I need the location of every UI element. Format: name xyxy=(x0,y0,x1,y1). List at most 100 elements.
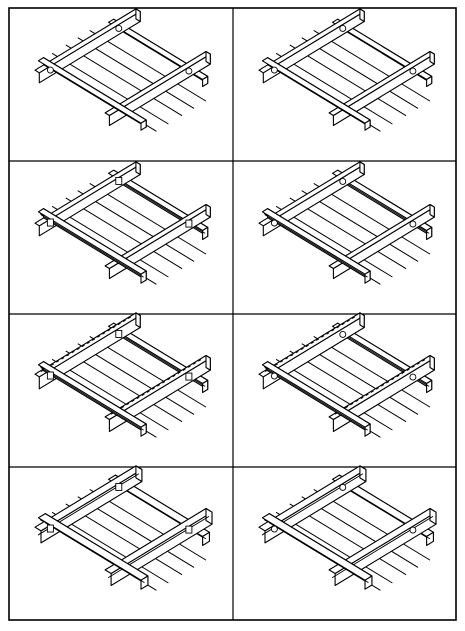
main-bearer-near-end xyxy=(140,575,149,590)
cross-bearer-back-slot xyxy=(305,344,309,348)
support-rod-5 xyxy=(313,335,431,408)
cross-bearer-front-slot xyxy=(345,406,349,409)
panel-2 xyxy=(258,8,435,132)
clip-front-near xyxy=(339,483,347,491)
main-bearer-far-end xyxy=(426,226,433,241)
cross-bearer-front-side xyxy=(332,53,435,127)
cross-bearer-back-side xyxy=(38,10,141,84)
support-rod-5 xyxy=(313,182,431,255)
cross-bearer-front-slot xyxy=(121,406,125,409)
cross-bearer-back-side xyxy=(262,163,365,237)
cross-bearer-front-slot xyxy=(136,396,140,400)
clip-back-near xyxy=(46,524,54,533)
main-bearer-far-end xyxy=(202,379,209,394)
cross-bearer-front-slot xyxy=(381,384,385,387)
cross-bearer-back-side xyxy=(262,10,365,84)
clip-back-near xyxy=(270,372,278,380)
cross-bearer-front-slot xyxy=(350,402,354,406)
cross-bearer-back-slot xyxy=(275,363,279,366)
cross-bearer-front-end xyxy=(205,354,211,371)
support-rod-3 xyxy=(289,44,407,117)
cross-bearer-back-slot xyxy=(326,332,330,335)
panel-6 xyxy=(258,312,435,438)
cross-bearer-back-slot xyxy=(346,319,350,323)
cross-bearer-front-slot xyxy=(396,374,400,378)
cross-bearer-back-slot xyxy=(316,338,320,341)
cross-bearer-back-slot xyxy=(102,332,106,335)
clip-front-far xyxy=(409,526,417,534)
clip-back-near xyxy=(46,371,54,380)
cross-bearer-back-slot xyxy=(86,341,90,344)
main-bearer-far-end xyxy=(202,75,209,88)
cross-bearer-front-slot xyxy=(365,393,369,396)
cross-bearer-back-slot xyxy=(341,322,345,326)
cross-bearer-back-end xyxy=(359,8,365,23)
clip-front-far xyxy=(409,373,417,381)
support-rod-2 xyxy=(51,52,169,125)
cross-bearer-front-side xyxy=(108,357,211,433)
cross-bearer-front-end xyxy=(429,50,435,65)
support-rod-4 xyxy=(301,190,419,262)
clip-front-far xyxy=(409,67,417,75)
cross-bearer-front-end xyxy=(205,203,211,218)
cross-bearer-back-slot xyxy=(127,316,131,319)
cross-bearer-front-slot xyxy=(411,365,415,368)
clip-front-far xyxy=(185,525,193,534)
support-rod-2 xyxy=(275,205,393,278)
support-rod-3 xyxy=(289,350,407,423)
clip-back-near xyxy=(270,219,278,227)
cross-bearer-front-slot xyxy=(162,381,166,384)
cross-bearer-back-slot xyxy=(112,326,116,329)
main-bearer-near-end xyxy=(140,270,147,284)
cross-bearer-front-slot xyxy=(177,371,181,375)
cross-bearer-front-slot xyxy=(401,371,405,375)
clip-back-near xyxy=(270,525,278,533)
cross-bearer-front-slot xyxy=(422,359,426,362)
main-bearer-near-top xyxy=(37,361,147,428)
cross-bearer-back-slot xyxy=(285,357,289,360)
cross-bearer-back-end xyxy=(135,312,141,329)
support-rod-4 xyxy=(77,343,195,415)
support-rod-2 xyxy=(51,358,169,431)
clip-back-near xyxy=(270,66,278,74)
cross-bearer-front-side xyxy=(108,53,211,127)
panel-1 xyxy=(34,8,211,132)
support-rod-2 xyxy=(51,205,169,278)
cross-bearer-back-slot xyxy=(300,347,304,351)
main-bearer-near-top xyxy=(261,361,371,428)
cross-bearer-back-end xyxy=(359,161,365,176)
cross-bearer-back-slot xyxy=(71,350,75,354)
cross-bearer-back-end xyxy=(135,8,141,23)
cross-bearer-back-slot xyxy=(76,347,80,351)
cross-bearer-back-slot xyxy=(290,354,294,357)
support-rod-3 xyxy=(65,350,183,423)
support-rod-5 xyxy=(89,335,207,408)
cross-bearer-front-side xyxy=(332,206,435,280)
cross-bearer-back-slot xyxy=(81,344,85,348)
support-rod-5 xyxy=(89,182,207,255)
support-rod-4 xyxy=(77,190,195,262)
cross-bearer-back-slot xyxy=(321,335,325,338)
cross-bearer-front-slot xyxy=(157,384,161,387)
cross-bearer-front-slot xyxy=(198,359,202,362)
cross-bearer-front-slot xyxy=(146,390,150,393)
panel-3 xyxy=(34,161,211,285)
main-bearer-near-top xyxy=(37,57,147,124)
main-bearer-far-end xyxy=(426,75,433,88)
clip-front-near xyxy=(339,24,347,32)
cross-bearer-front-slot xyxy=(406,368,410,371)
main-bearer-near-top xyxy=(37,208,147,275)
main-bearer-near-flange-line xyxy=(41,519,145,583)
main-bearer-near-end xyxy=(364,575,373,590)
clip-front-near xyxy=(339,177,347,185)
main-bearer-near-end xyxy=(140,119,147,131)
cross-bearer-front-slot xyxy=(370,390,374,393)
support-rod-5 xyxy=(89,29,207,102)
cross-bearer-back-slot xyxy=(351,316,355,319)
cross-bearer-front-end xyxy=(429,354,435,371)
support-rod-4 xyxy=(301,37,419,109)
cross-bearer-back-slot xyxy=(97,335,101,338)
cross-bearer-back-slot xyxy=(51,363,55,366)
support-rod-4 xyxy=(77,37,195,109)
panel-4 xyxy=(258,161,435,285)
